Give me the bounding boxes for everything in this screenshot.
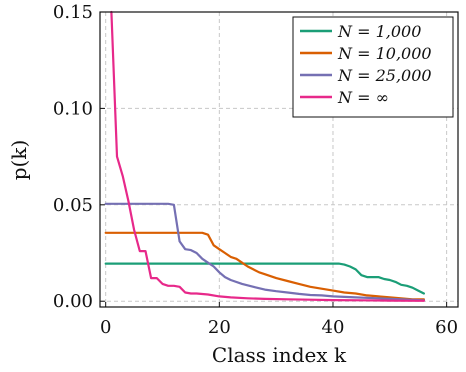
x-tick-label: 20 [208, 317, 231, 338]
x-tick-label: 40 [322, 317, 345, 338]
series-line-3 [104, 202, 425, 302]
series-line-2 [104, 231, 425, 301]
series-line-4 [110, 10, 425, 302]
legend-box [292, 16, 454, 118]
x-tick-label: 60 [435, 317, 458, 338]
legend-label-4: N = ∞ [337, 88, 389, 107]
legend-label-2: N = 10,000 [337, 44, 432, 63]
y-tick-label: 0.15 [53, 2, 93, 23]
series-lines [104, 10, 425, 302]
x-axis-label: Class index k [212, 343, 347, 367]
plot-frame [99, 11, 459, 308]
axis-ticks: 0 20 40 60 0.00 0.05 0.10 0.15 [53, 2, 458, 338]
y-axis-label: p(k) [7, 140, 31, 181]
y-tick-label: 0.05 [53, 195, 93, 216]
series-line-1 [104, 262, 425, 295]
legend-label-3: N = 25,000 [337, 66, 432, 85]
y-tick-label: 0.10 [53, 98, 93, 119]
legend-label-1: N = 1,000 [337, 22, 421, 41]
legend: N = 1,000 N = 10,000 N = 25,000 N = ∞ [292, 16, 454, 118]
x-tick-label: 0 [100, 317, 111, 338]
y-tick-label: 0.00 [53, 291, 93, 312]
